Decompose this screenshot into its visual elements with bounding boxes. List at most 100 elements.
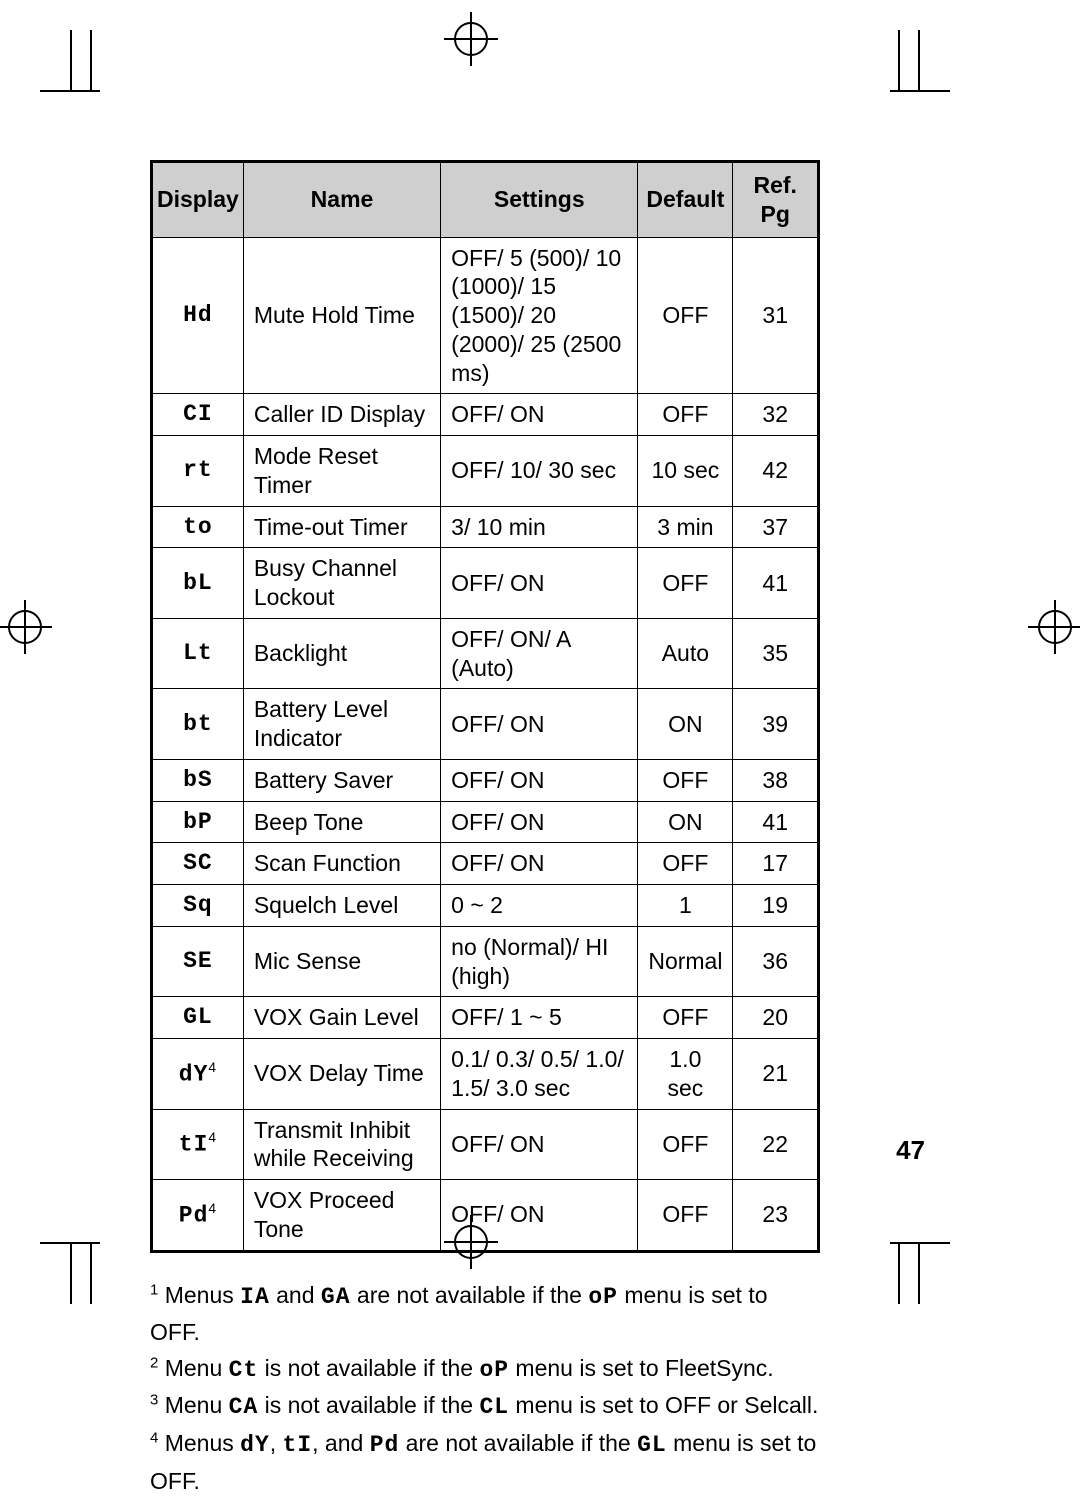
fn1-num: 1 bbox=[150, 1281, 158, 1298]
cell-display: Lt bbox=[152, 618, 244, 689]
cell-display: bP bbox=[152, 801, 244, 843]
display-code: dY bbox=[179, 1061, 209, 1087]
footnote-3: 3 Menu CA is not available if the CL men… bbox=[150, 1388, 820, 1426]
cell-default: ON bbox=[638, 801, 733, 843]
cell-ref-pg: 35 bbox=[733, 618, 819, 689]
cell-ref-pg: 32 bbox=[733, 394, 819, 436]
display-code: Lt bbox=[183, 640, 213, 666]
reg-mark-top bbox=[454, 22, 488, 56]
cell-display: SE bbox=[152, 926, 244, 997]
cell-settings: OFF/ ON bbox=[441, 689, 638, 760]
cell-default: 1.0 sec bbox=[638, 1039, 733, 1110]
fn1-pre: Menus bbox=[165, 1282, 240, 1308]
cell-display: bt bbox=[152, 689, 244, 760]
cell-ref-pg: 39 bbox=[733, 689, 819, 760]
cell-ref-pg: 41 bbox=[733, 801, 819, 843]
table-row: rtMode Reset TimerOFF/ 10/ 30 sec10 sec4… bbox=[152, 436, 819, 507]
table-header: Display Name Settings Default Ref. Pg bbox=[152, 162, 819, 238]
footnotes: 1 Menus IA and GA are not available if t… bbox=[150, 1278, 820, 1499]
cell-default: OFF bbox=[638, 1109, 733, 1180]
display-code: SC bbox=[183, 850, 213, 876]
cell-ref-pg: 22 bbox=[733, 1109, 819, 1180]
cell-display: tI4 bbox=[152, 1109, 244, 1180]
display-superscript: 4 bbox=[208, 1130, 217, 1145]
display-code: Pd bbox=[179, 1202, 209, 1228]
cell-name: Beep Tone bbox=[243, 801, 440, 843]
fn3-code-a: CA bbox=[229, 1394, 259, 1420]
fn1-code-b: GA bbox=[321, 1284, 351, 1310]
display-code: Sq bbox=[183, 892, 213, 918]
cell-display: dY4 bbox=[152, 1039, 244, 1110]
cell-name: Mode Reset Timer bbox=[243, 436, 440, 507]
cell-display: rt bbox=[152, 436, 244, 507]
display-code: SE bbox=[183, 948, 213, 974]
cell-default: 3 min bbox=[638, 506, 733, 548]
display-code: bL bbox=[183, 570, 213, 596]
cell-settings: OFF/ ON bbox=[441, 1180, 638, 1252]
cell-ref-pg: 36 bbox=[733, 926, 819, 997]
cell-default: 10 sec bbox=[638, 436, 733, 507]
cell-settings: 3/ 10 min bbox=[441, 506, 638, 548]
display-code: Hd bbox=[183, 302, 213, 328]
cell-settings: no (Normal)/ HI (high) bbox=[441, 926, 638, 997]
cell-ref-pg: 20 bbox=[733, 997, 819, 1039]
fn2-mid: is not available if the bbox=[258, 1355, 479, 1381]
display-code: rt bbox=[183, 457, 213, 483]
cell-name: Squelch Level bbox=[243, 885, 440, 927]
cell-display: SC bbox=[152, 843, 244, 885]
table-body: Hd Mute Hold TimeOFF/ 5 (500)/ 10 (1000)/… bbox=[152, 237, 819, 1251]
cell-default: OFF bbox=[638, 1180, 733, 1252]
fn3-mid: is not available if the bbox=[258, 1392, 479, 1418]
cell-name: Caller ID Display bbox=[243, 394, 440, 436]
table-row: toTime-out Timer3/ 10 min3 min37 bbox=[152, 506, 819, 548]
cell-display: CI bbox=[152, 394, 244, 436]
cell-default: 1 bbox=[638, 885, 733, 927]
cell-default: OFF bbox=[638, 548, 733, 619]
cell-settings: OFF/ 5 (500)/ 10 (1000)/ 15 (1500)/ 20 (… bbox=[441, 237, 638, 394]
cell-ref-pg: 21 bbox=[733, 1039, 819, 1110]
cell-ref-pg: 31 bbox=[733, 237, 819, 394]
fn4-code-a: dY bbox=[240, 1432, 270, 1458]
cell-display: bS bbox=[152, 759, 244, 801]
display-code: bS bbox=[183, 767, 213, 793]
fn4-num: 4 bbox=[150, 1429, 158, 1446]
display-code: GL bbox=[183, 1004, 213, 1030]
cell-settings: 0.1/ 0.3/ 0.5/ 1.0/ 1.5/ 3.0 sec bbox=[441, 1039, 638, 1110]
footnote-4: 4 Menus dY, tI, and Pd are not available… bbox=[150, 1426, 820, 1499]
cell-settings: OFF/ ON bbox=[441, 759, 638, 801]
cell-settings: OFF/ ON bbox=[441, 801, 638, 843]
cell-settings: OFF/ ON bbox=[441, 843, 638, 885]
cell-name: Mute Hold Time bbox=[243, 237, 440, 394]
th-ref: Ref. Pg bbox=[733, 162, 819, 238]
display-code: CI bbox=[183, 401, 213, 427]
cell-default: Normal bbox=[638, 926, 733, 997]
cell-ref-pg: 38 bbox=[733, 759, 819, 801]
cell-name: VOX Gain Level bbox=[243, 997, 440, 1039]
table-row: bPBeep ToneOFF/ ONON41 bbox=[152, 801, 819, 843]
cell-settings: OFF/ ON/ A (Auto) bbox=[441, 618, 638, 689]
cell-name: Battery Saver bbox=[243, 759, 440, 801]
reg-mark-left bbox=[8, 610, 42, 644]
page-content: Display Name Settings Default Ref. Pg Hd… bbox=[150, 160, 820, 1499]
display-code: bt bbox=[183, 711, 213, 737]
page-number: 47 bbox=[896, 1135, 925, 1166]
cell-name: Busy Channel Lockout bbox=[243, 548, 440, 619]
cell-name: VOX Proceed Tone bbox=[243, 1180, 440, 1252]
cell-name: Backlight bbox=[243, 618, 440, 689]
table-row: LtBacklightOFF/ ON/ A (Auto)Auto35 bbox=[152, 618, 819, 689]
th-display: Display bbox=[152, 162, 244, 238]
reg-mark-right bbox=[1038, 610, 1072, 644]
cell-display: Hd bbox=[152, 237, 244, 394]
table-row: Hd Mute Hold TimeOFF/ 5 (500)/ 10 (1000)/… bbox=[152, 237, 819, 394]
fn3-post: menu is set to OFF or Selcall. bbox=[509, 1392, 818, 1418]
cell-settings: OFF/ ON bbox=[441, 394, 638, 436]
cell-ref-pg: 19 bbox=[733, 885, 819, 927]
cell-ref-pg: 17 bbox=[733, 843, 819, 885]
cell-settings: OFF/ 1 ~ 5 bbox=[441, 997, 638, 1039]
fn4-code-b: tI bbox=[283, 1432, 313, 1458]
display-code: tI bbox=[179, 1132, 209, 1158]
crop-mark-tl bbox=[40, 30, 100, 90]
cell-name: Time-out Timer bbox=[243, 506, 440, 548]
fn2-post: menu is set to FleetSync. bbox=[509, 1355, 774, 1381]
cell-display: GL bbox=[152, 997, 244, 1039]
